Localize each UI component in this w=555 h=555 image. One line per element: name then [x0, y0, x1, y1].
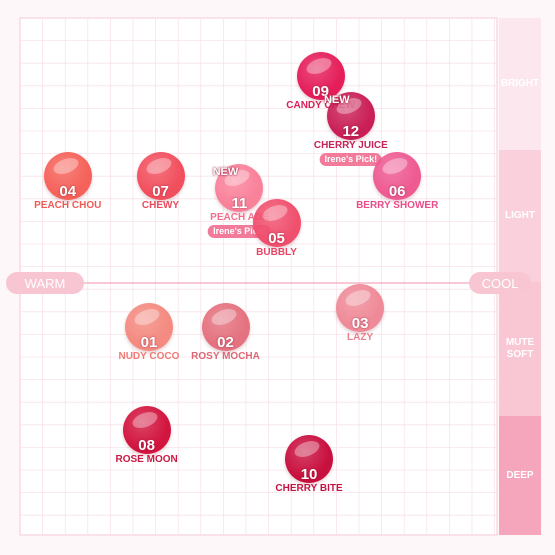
band-label: DEEP: [506, 469, 534, 481]
shade-swatch[interactable]: [136, 151, 185, 200]
shade-number: 03: [351, 314, 369, 332]
shade-name: ROSE MOON: [115, 454, 178, 465]
shade-name: CANDY CHEW: [286, 99, 355, 111]
shade-name: CHERRY JUICE: [313, 139, 388, 151]
shade-number: 04: [59, 182, 77, 200]
shade-swatch[interactable]: [373, 151, 422, 200]
shade-number: 09: [312, 82, 329, 100]
shade-number: 11: [231, 195, 248, 212]
band-label: MUTE SOFT: [505, 337, 535, 360]
shade-swatch[interactable]: [215, 164, 264, 212]
shade-name: CHERRY BITE: [275, 483, 343, 495]
shade-swatch[interactable]: [326, 91, 375, 140]
shade-number: 08: [138, 437, 155, 454]
shade-name: BERRY SHOWER: [356, 199, 439, 211]
shade-number: 12: [342, 122, 360, 140]
shade-swatch[interactable]: [252, 199, 301, 247]
shade-number: 02: [217, 334, 234, 352]
shade-number: 05: [268, 230, 285, 247]
shade-swatch[interactable]: [124, 303, 173, 352]
shade-name: PEACH ADE: [210, 212, 269, 223]
shade-number: 06: [388, 182, 406, 200]
shade-number: 01: [140, 334, 158, 352]
shade-name: PEACH CHOU: [34, 199, 102, 211]
new-badge: NEW: [212, 166, 239, 178]
irenes-pick-badge: Irene's Pick!: [319, 152, 383, 166]
shade-swatch[interactable]: [201, 303, 250, 352]
band-bright: BRIGHT: [499, 18, 541, 150]
band-label: LIGHT: [505, 210, 535, 221]
band-deep: DEEP: [499, 416, 541, 535]
shade-name: BUBBLY: [256, 247, 297, 258]
band-label: BRIGHT: [500, 78, 540, 89]
shade-swatch[interactable]: [296, 51, 345, 100]
shade-number: 07: [152, 182, 169, 200]
band-mute: MUTE SOFT: [499, 282, 541, 416]
shade-swatch[interactable]: [285, 435, 334, 484]
plot-area: [19, 17, 498, 536]
shade-swatch[interactable]: [122, 406, 171, 454]
shade-name: NUDY COCO: [118, 351, 180, 363]
shade-swatch[interactable]: [336, 283, 385, 332]
shade-swatch[interactable]: [43, 151, 92, 200]
shade-name: LAZY: [347, 331, 374, 343]
shade-name: CHEWY: [141, 199, 180, 211]
cool-axis-label: COOL: [469, 272, 531, 294]
new-badge: NEW: [323, 93, 350, 106]
shade-name: ROSY MOCHA: [191, 351, 260, 363]
band-light: LIGHT: [499, 150, 541, 282]
shade-number: 10: [300, 466, 318, 484]
warm-axis-label: WARM: [6, 272, 84, 294]
